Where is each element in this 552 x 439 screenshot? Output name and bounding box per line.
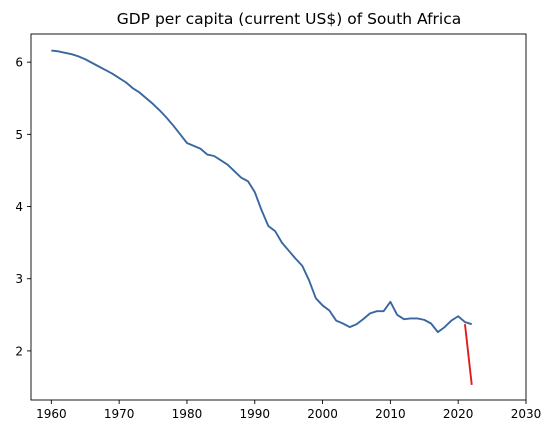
chart-title: GDP per capita (current US$) of South Af…: [117, 10, 462, 28]
x-tick-label: 2000: [307, 407, 338, 421]
x-tick-label: 1990: [239, 407, 270, 421]
x-tick-label: 2010: [375, 407, 406, 421]
y-tick-label: 6: [15, 56, 23, 70]
x-tick-label: 1980: [172, 407, 203, 421]
x-tick-label: 1970: [104, 407, 135, 421]
x-tick-label: 2020: [443, 407, 474, 421]
series-line-2: [464, 324, 473, 385]
axes-frame: [30, 33, 527, 401]
plot-area: 1960 1970 1980 1990 2000 2010 2020 2030 2 3 4 5 6: [15, 33, 542, 421]
series-line-1: [51, 49, 473, 334]
x-tick-label: 2030: [511, 407, 542, 421]
y-tick-label: 5: [15, 128, 23, 142]
y-tick-label: 2: [15, 344, 23, 358]
x-tick-label: 1960: [36, 407, 67, 421]
y-tick-label: 3: [15, 272, 23, 286]
y-tick-label: 4: [15, 200, 23, 214]
